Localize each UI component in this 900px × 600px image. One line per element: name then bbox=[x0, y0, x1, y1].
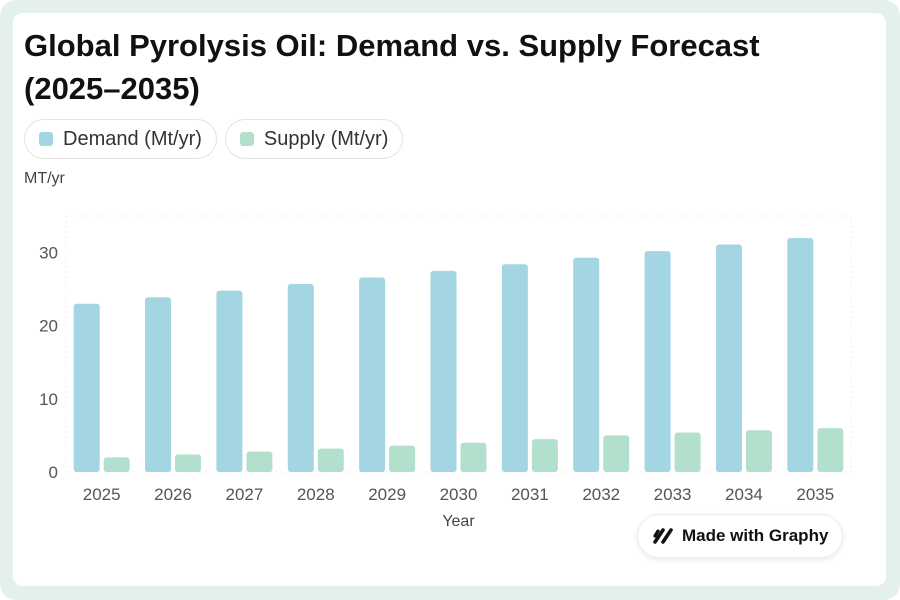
bar-demand-2028 bbox=[287, 284, 314, 472]
bar-supply-2032 bbox=[603, 435, 630, 472]
bar-demand-2025 bbox=[73, 303, 100, 472]
bar-demand-2027 bbox=[216, 290, 243, 472]
x-tick-label: 2027 bbox=[225, 485, 263, 504]
x-tick-label: 2028 bbox=[297, 485, 335, 504]
bar-demand-2026 bbox=[145, 297, 172, 472]
legend: Demand (Mt/yr) Supply (Mt/yr) bbox=[24, 119, 404, 159]
bar-demand-2035 bbox=[787, 237, 814, 472]
bar-demand-2030 bbox=[430, 270, 457, 472]
bar-supply-2026 bbox=[175, 454, 202, 472]
x-tick-label: 2030 bbox=[440, 485, 478, 504]
x-tick-label: 2029 bbox=[368, 485, 406, 504]
y-tick-label: 30 bbox=[39, 244, 58, 263]
bar-supply-2034 bbox=[745, 430, 772, 472]
bar-supply-2035 bbox=[817, 428, 844, 472]
x-tick-label: 2032 bbox=[582, 485, 620, 504]
y-tick-label: 20 bbox=[39, 317, 58, 336]
bar-demand-2031 bbox=[501, 264, 528, 472]
bar-supply-2029 bbox=[389, 445, 416, 472]
bar-demand-2032 bbox=[573, 257, 600, 472]
bar-supply-2028 bbox=[317, 448, 344, 472]
bar-demand-2034 bbox=[715, 244, 742, 472]
legend-item-demand[interactable]: Demand (Mt/yr) bbox=[24, 119, 217, 159]
badge-label: Made with Graphy bbox=[682, 526, 829, 545]
x-tick-label: 2033 bbox=[654, 485, 692, 504]
bar-supply-2033 bbox=[674, 432, 701, 472]
legend-item-supply[interactable]: Supply (Mt/yr) bbox=[224, 119, 404, 159]
legend-swatch-demand bbox=[39, 132, 53, 146]
chart-title: Global Pyrolysis Oil: Demand vs. Supply … bbox=[24, 28, 760, 106]
made-with-graphy-badge[interactable]: Made with Graphy bbox=[637, 514, 844, 558]
bar-supply-2027 bbox=[246, 451, 273, 472]
x-tick-label: 2035 bbox=[796, 485, 834, 504]
graphy-logo-icon bbox=[653, 528, 673, 544]
y-tick-label: 0 bbox=[49, 463, 58, 482]
bar-demand-2029 bbox=[359, 277, 386, 472]
x-tick-label: 2026 bbox=[154, 485, 192, 504]
y-tick-label: 10 bbox=[39, 390, 58, 409]
bar-supply-2031 bbox=[531, 439, 558, 472]
y-axis-unit-label: MT/yr bbox=[24, 170, 65, 187]
legend-label-demand: Demand (Mt/yr) bbox=[63, 127, 202, 150]
x-tick-label: 2025 bbox=[83, 485, 121, 504]
x-tick-label: 2034 bbox=[725, 485, 763, 504]
x-tick-label: 2031 bbox=[511, 485, 549, 504]
bar-supply-2025 bbox=[103, 457, 130, 472]
x-axis-title: Year bbox=[442, 513, 475, 530]
legend-swatch-supply bbox=[239, 132, 254, 146]
legend-label-supply: Supply (Mt/yr) bbox=[263, 127, 389, 150]
bar-demand-2033 bbox=[644, 251, 671, 472]
bar-supply-2030 bbox=[460, 442, 487, 472]
